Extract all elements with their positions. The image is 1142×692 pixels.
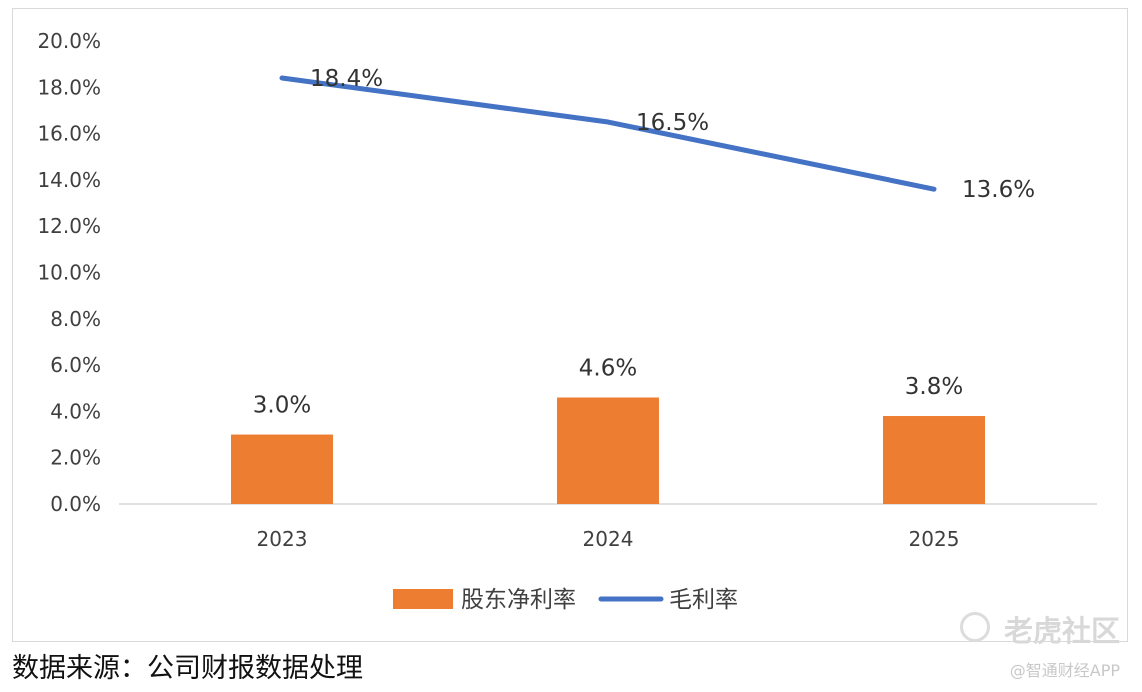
legend-bar-label: 股东净利率 bbox=[461, 587, 576, 613]
bar bbox=[557, 397, 659, 504]
line-point bbox=[607, 121, 609, 123]
x-tick-label: 2024 bbox=[583, 527, 634, 551]
source-note: 数据来源：公司财报数据处理 bbox=[12, 653, 363, 684]
y-tick-label: 4.0% bbox=[50, 399, 101, 423]
y-tick-label: 20.0% bbox=[37, 29, 101, 53]
legend-bar-swatch bbox=[393, 589, 453, 609]
y-tick-label: 12.0% bbox=[37, 214, 101, 238]
line-point bbox=[933, 188, 935, 190]
x-tick-label: 2025 bbox=[909, 527, 960, 551]
y-tick-label: 16.0% bbox=[37, 122, 101, 146]
bar-data-label: 3.0% bbox=[253, 393, 311, 419]
x-tick-label: 2023 bbox=[257, 527, 308, 551]
line-data-label: 18.4% bbox=[310, 66, 383, 92]
line-data-label: 13.6% bbox=[962, 177, 1035, 203]
y-tick-label: 14.0% bbox=[37, 168, 101, 192]
line-point bbox=[281, 77, 283, 79]
bar bbox=[883, 416, 985, 504]
y-tick-label: 6.0% bbox=[50, 353, 101, 377]
y-tick-label: 0.0% bbox=[50, 492, 101, 516]
watermark-text: 老虎社区 bbox=[1003, 614, 1120, 648]
chart-svg: 0.0% 2.0% 4.0% 6.0% 8.0% 10.0% 12.0% 14.0% 16.0%… bbox=[37, 29, 1097, 613]
bar bbox=[231, 434, 333, 504]
y-tick-label: 18.0% bbox=[37, 75, 101, 99]
bar-data-label: 3.8% bbox=[905, 374, 963, 400]
y-tick-label: 8.0% bbox=[50, 307, 101, 331]
y-tick-label: 2.0% bbox=[50, 446, 101, 470]
bar-data-label: 4.6% bbox=[579, 356, 637, 382]
chart-frame: 0.0% 2.0% 4.0% 6.0% 8.0% 10.0% 12.0% 14.0% 16.0%… bbox=[12, 8, 1128, 642]
watermark-logo-icon bbox=[960, 612, 990, 642]
line-data-label: 16.5% bbox=[636, 110, 709, 136]
watermark-subtext: @智通财经APP bbox=[1009, 661, 1120, 680]
legend-line-label: 毛利率 bbox=[669, 587, 738, 613]
line-series bbox=[279, 75, 937, 192]
y-tick-label: 10.0% bbox=[37, 261, 101, 285]
